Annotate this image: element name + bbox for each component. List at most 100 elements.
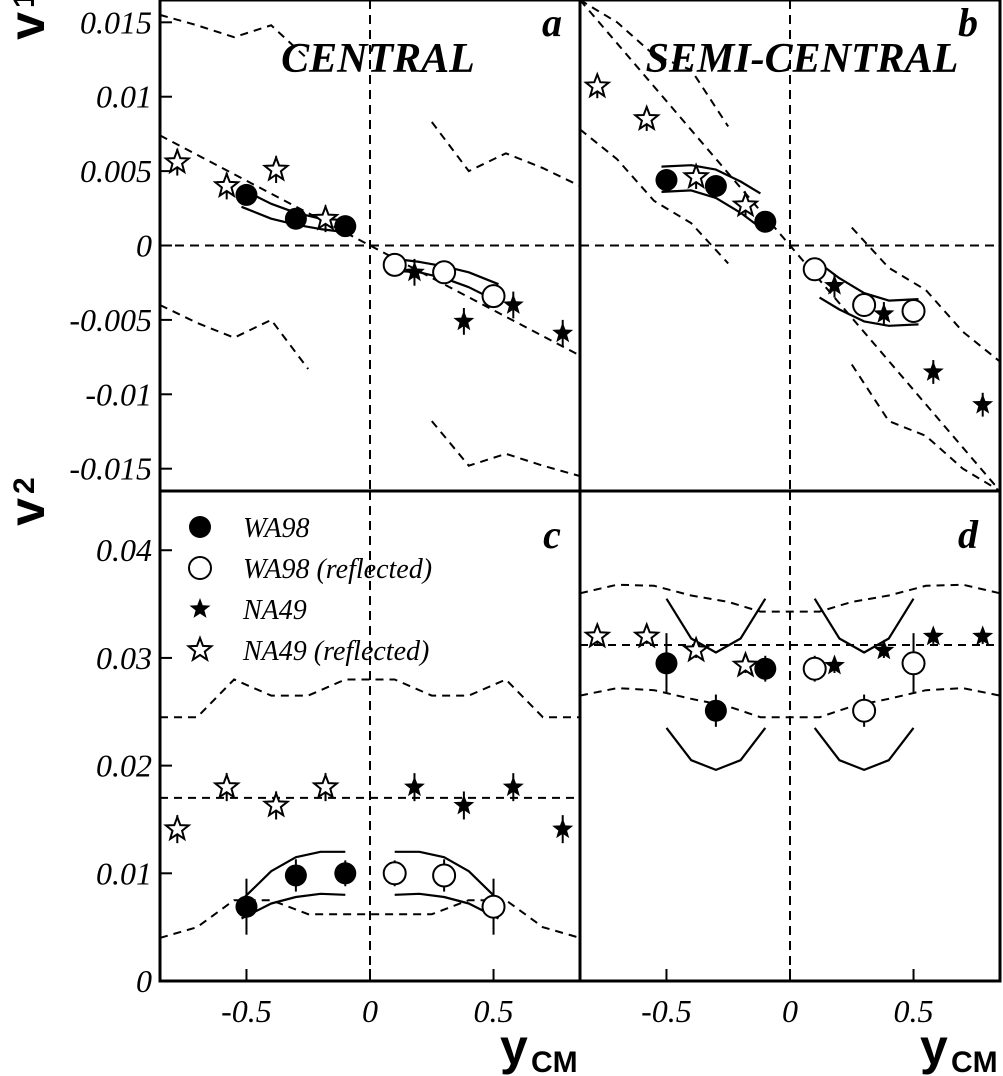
panel-d-na49-point (922, 625, 944, 646)
panel-c-xtick-label: 0.5 (474, 993, 514, 1029)
panel-b-wa98-reflected-point (852, 293, 877, 318)
panel-d-band-lower (580, 687, 1000, 719)
panel-b-na49-point (824, 274, 845, 295)
panel-a-wa98-reflected-point (432, 260, 457, 285)
panel-d-curve-2 (813, 598, 915, 654)
panel-d-na49-reflected-point (681, 635, 711, 663)
panel-a-plot (160, 0, 580, 491)
panel-a-band-lower-left (160, 304, 309, 370)
panel-a-ytick-label: 0.015 (80, 4, 152, 40)
v1-axis-main: v (0, 12, 55, 40)
panel-b-wa98-point (754, 210, 777, 233)
panel-b-wa98-point (655, 169, 678, 192)
v1-axis-label: v 1 (0, 0, 55, 40)
panel-c-ytick-label: 0.03 (96, 640, 152, 676)
legend-label-na49-reflected: NA49 (reflected) (242, 636, 429, 667)
panel-b-na49-reflected-point (681, 162, 711, 190)
panel-d-xtick-label: 0.5 (894, 993, 934, 1029)
panel-c-xtick-label: 0 (362, 993, 378, 1029)
panel-b-na49-point (873, 302, 895, 323)
panel-d-na49-point (824, 654, 845, 675)
panel-d-plot (580, 491, 1000, 981)
panel-d-curve-3 (813, 727, 915, 772)
panel-d-wa98-reflected-point (901, 651, 926, 676)
panel-d-curve-0 (665, 598, 767, 654)
panel-c-ytick-label: 0.04 (96, 532, 152, 568)
panel-c-na49-point (502, 776, 524, 797)
panel-b-na49-reflected-point (583, 71, 612, 99)
panel-c-curve-0 (240, 850, 346, 901)
panel-b-band-lower-left (580, 128, 729, 265)
panel-d-na49-reflected-point (583, 621, 612, 649)
panel-b-na49-point (972, 393, 994, 414)
panel-a-ytick-label: 0 (136, 228, 152, 264)
panel-b-title: SEMI-CENTRAL (646, 36, 959, 82)
v2-axis-sub: 2 (8, 477, 41, 494)
legend-label-na49: NA49 (242, 595, 307, 626)
panel-a-na49-reflected-point (262, 154, 291, 182)
panel-a-wa98-point (284, 207, 307, 230)
panel-b-curve-3 (819, 296, 919, 327)
panel-b-band-upper-left (580, 0, 730, 128)
panel-b-band-lower-right (850, 363, 1000, 491)
legend-marker-na49 (189, 598, 211, 618)
panel-b-na49-reflected-point (731, 190, 760, 218)
panel-d-curve-1 (665, 727, 767, 772)
panel-d-label: d (958, 512, 979, 557)
panel-a-ytick-label: -0.005 (69, 302, 152, 338)
panel-c-ytick-label: 0.02 (96, 748, 152, 784)
panel-a-band-upper-left (160, 13, 309, 61)
panel-c-wa98-reflected-point (481, 894, 506, 919)
panel-b-na49-point (922, 361, 944, 381)
panel-a-na49-point (552, 322, 574, 343)
panel-d-na49-point (873, 639, 895, 660)
panel-c-label: c (543, 512, 561, 557)
panel-c-ytick-label: 0.01 (96, 855, 152, 891)
legend-marker-na49-reflected (185, 635, 215, 663)
panel-a-na49-reflected-point (212, 171, 241, 199)
x-axis-label-left-main: y (500, 1019, 528, 1075)
panel-a-wa98-reflected-point (382, 252, 407, 277)
panel-b-plot (580, 0, 1000, 491)
panel-d-xtick-label: 0 (782, 993, 798, 1029)
panel-a-na49-point (453, 310, 475, 331)
panel-c-wa98-reflected-point (432, 863, 457, 888)
x-axis-label-right-sub: CM (951, 1046, 998, 1076)
panel-c-na49-reflected-point (311, 772, 340, 800)
v2-axis-label: v 2 (0, 477, 55, 526)
panel-b-na49-reflected-point (632, 104, 661, 131)
panel-d-xtick-label: -0.5 (641, 993, 692, 1029)
panel-d-wa98-point (754, 657, 777, 680)
x-axis-label-left: y CM (500, 1019, 578, 1076)
panel-c-curve-2 (394, 850, 500, 901)
panel-d-na49-reflected-point (731, 650, 760, 678)
panel-a-ytick-label: 0.005 (80, 153, 152, 189)
panel-c-na49-point (453, 794, 475, 815)
panel-a-title: CENTRAL (281, 36, 475, 82)
panel-c-na49-reflected-point (163, 814, 192, 842)
panel-c-na49-point (552, 818, 574, 839)
panel-c-band-lower (160, 899, 580, 939)
panel-c-plot (160, 491, 580, 981)
panel-a-wa98-point (334, 215, 357, 238)
panel-c-na49-reflected-point (212, 772, 241, 800)
panel-c-wa98-point (334, 862, 357, 885)
legend-marker-wa98-reflected (188, 556, 212, 580)
panel-b-band-upper-right (851, 226, 1000, 363)
panel-d-na49-reflected-point (632, 621, 661, 649)
panel-c-xtick-label: -0.5 (221, 993, 272, 1029)
panel-c-band-upper (160, 678, 580, 719)
panel-a-ytick-label: 0.01 (96, 79, 152, 115)
panel-c-na49-point (404, 776, 425, 797)
panel-c-na49-reflected-point (261, 790, 291, 818)
panel-d-wa98-reflected-point (852, 698, 877, 723)
panel-c-curve-1 (241, 892, 346, 920)
x-axis-label-left-sub: CM (531, 1046, 578, 1076)
panel-a-na49-point (404, 261, 425, 282)
panel-a-wa98-reflected-point (481, 284, 506, 309)
panel-d-wa98-reflected-point (802, 656, 827, 681)
panel-d-wa98-point (655, 652, 678, 675)
panel-b-fit-line (580, 0, 1000, 491)
panel-a-wa98-point (235, 183, 258, 206)
legend-marker-wa98 (189, 516, 211, 538)
